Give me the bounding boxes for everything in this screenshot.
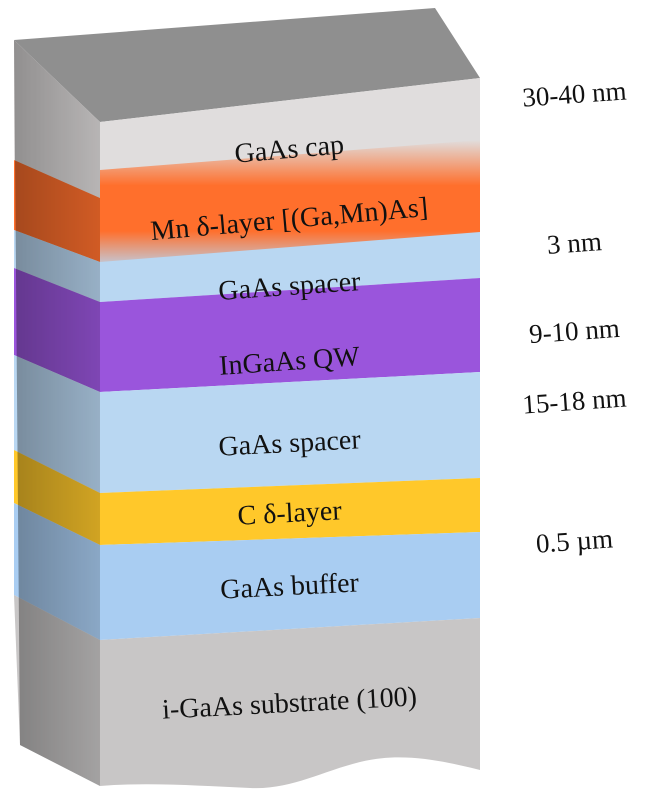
layer-mn-delta bbox=[100, 140, 480, 270]
thickness-spacer-bottom: 15-18 nm bbox=[521, 382, 627, 419]
label-buffer: GaAs buffer bbox=[220, 567, 361, 605]
thickness-qw: 9-10 nm bbox=[528, 313, 621, 349]
layer-c-delta bbox=[100, 478, 480, 545]
layer-spacer-bottom bbox=[100, 372, 480, 493]
thickness-cap: 30-40 nm bbox=[521, 75, 627, 112]
front-face bbox=[100, 78, 480, 789]
side-shading bbox=[14, 40, 100, 786]
label-spacer-bottom: GaAs spacer bbox=[218, 424, 362, 462]
layer-buffer bbox=[100, 532, 480, 640]
layer-labels: GaAs cap Mn δ-layer [(Ga,Mn)As] GaAs spa… bbox=[149, 129, 429, 725]
thickness-buffer: 0.5 µm bbox=[535, 523, 614, 558]
thickness-spacer-top: 3 nm bbox=[546, 226, 603, 260]
label-c-delta: C δ-layer bbox=[237, 495, 343, 531]
layer-spacer-top bbox=[100, 232, 480, 302]
layer-qw bbox=[100, 278, 480, 392]
layer-substrate bbox=[100, 618, 480, 789]
top-face bbox=[14, 8, 480, 122]
thickness-labels: 30-40 nm 3 nm 9-10 nm 15-18 nm 0.5 µm bbox=[521, 75, 627, 558]
side-face bbox=[14, 40, 100, 786]
